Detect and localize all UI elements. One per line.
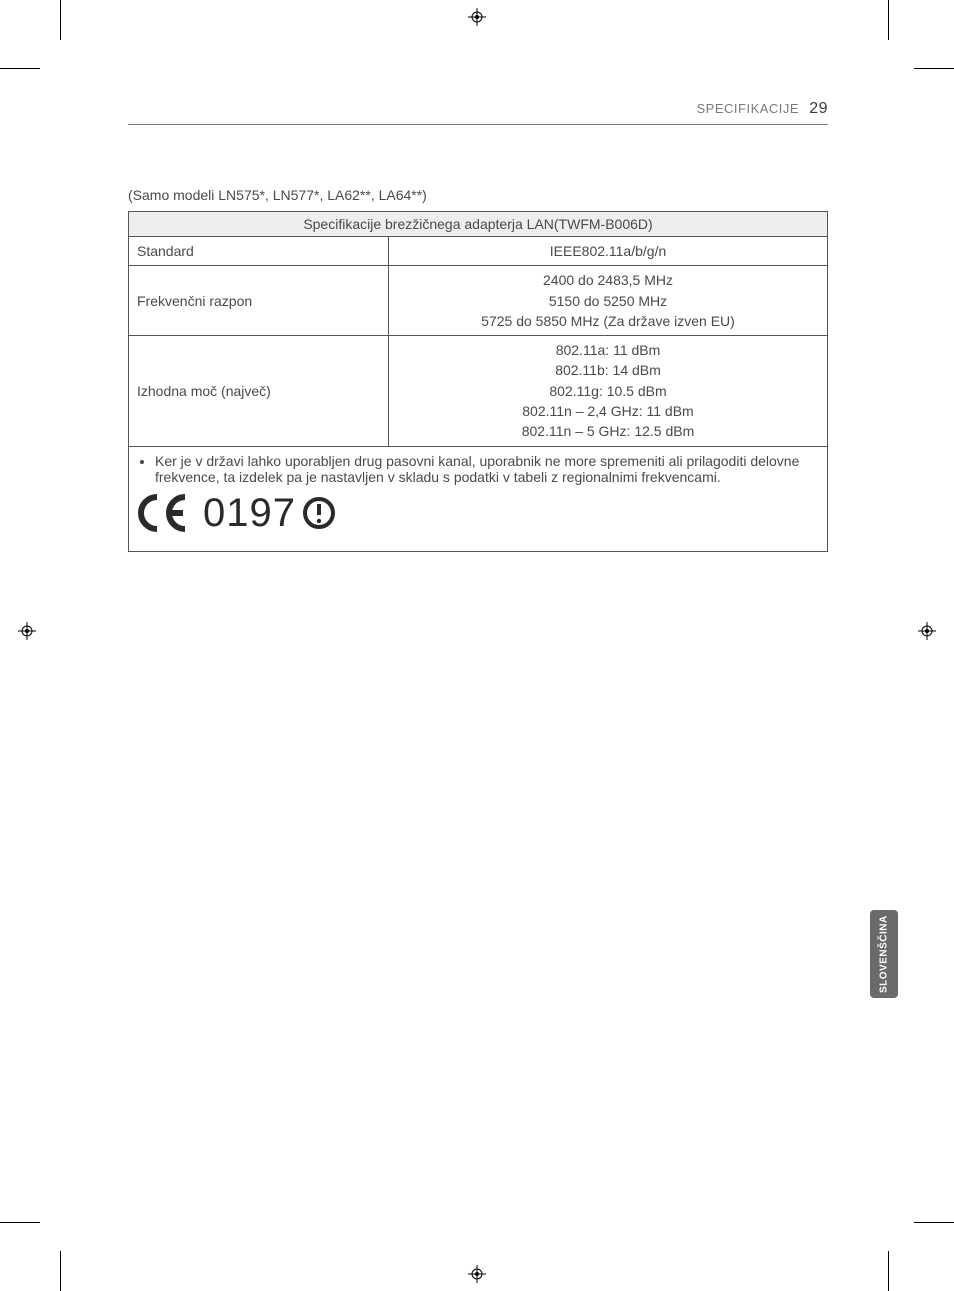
ce-marking: 0197 [137,493,819,533]
registration-mark-icon [918,622,936,640]
row-value: 802.11a: 11 dBm 802.11b: 14 dBm 802.11g:… [389,336,828,446]
table-footnote: Ker je v državi lahko uporabljen drug pa… [155,453,819,485]
page-header: SPECIFIKACIJE 29 [128,100,828,125]
spec-table: Specifikacije brezžičnega adapterja LAN(… [128,211,828,447]
ce-icon [137,493,197,533]
ce-container: Ker je v državi lahko uporabljen drug pa… [128,447,828,552]
ce-number: 0197 [203,493,296,533]
row-label: Frekvenčni razpon [129,266,389,336]
row-label: Standard [129,237,389,266]
alert-icon [302,496,336,530]
row-value: IEEE802.11a/b/g/n [389,237,828,266]
models-note: (Samo modeli LN575*, LN577*, LA62**, LA6… [128,187,828,203]
table-title: Specifikacije brezžičnega adapterja LAN(… [129,212,828,237]
registration-mark-icon [468,1265,486,1283]
table-row: Frekvenčni razpon 2400 do 2483,5 MHz 515… [129,266,828,336]
table-row: Izhodna moč (največ) 802.11a: 11 dBm 802… [129,336,828,446]
registration-mark-icon [18,622,36,640]
page-content: SPECIFIKACIJE 29 (Samo modeli LN575*, LN… [128,100,828,552]
row-label: Izhodna moč (največ) [129,336,389,446]
section-title: SPECIFIKACIJE [697,101,800,116]
table-row: Standard IEEE802.11a/b/g/n [129,237,828,266]
page-number: 29 [809,100,828,117]
language-tab: SLOVENŠČINA [870,910,898,998]
registration-mark-icon [468,8,486,26]
row-value: 2400 do 2483,5 MHz 5150 do 5250 MHz 5725… [389,266,828,336]
